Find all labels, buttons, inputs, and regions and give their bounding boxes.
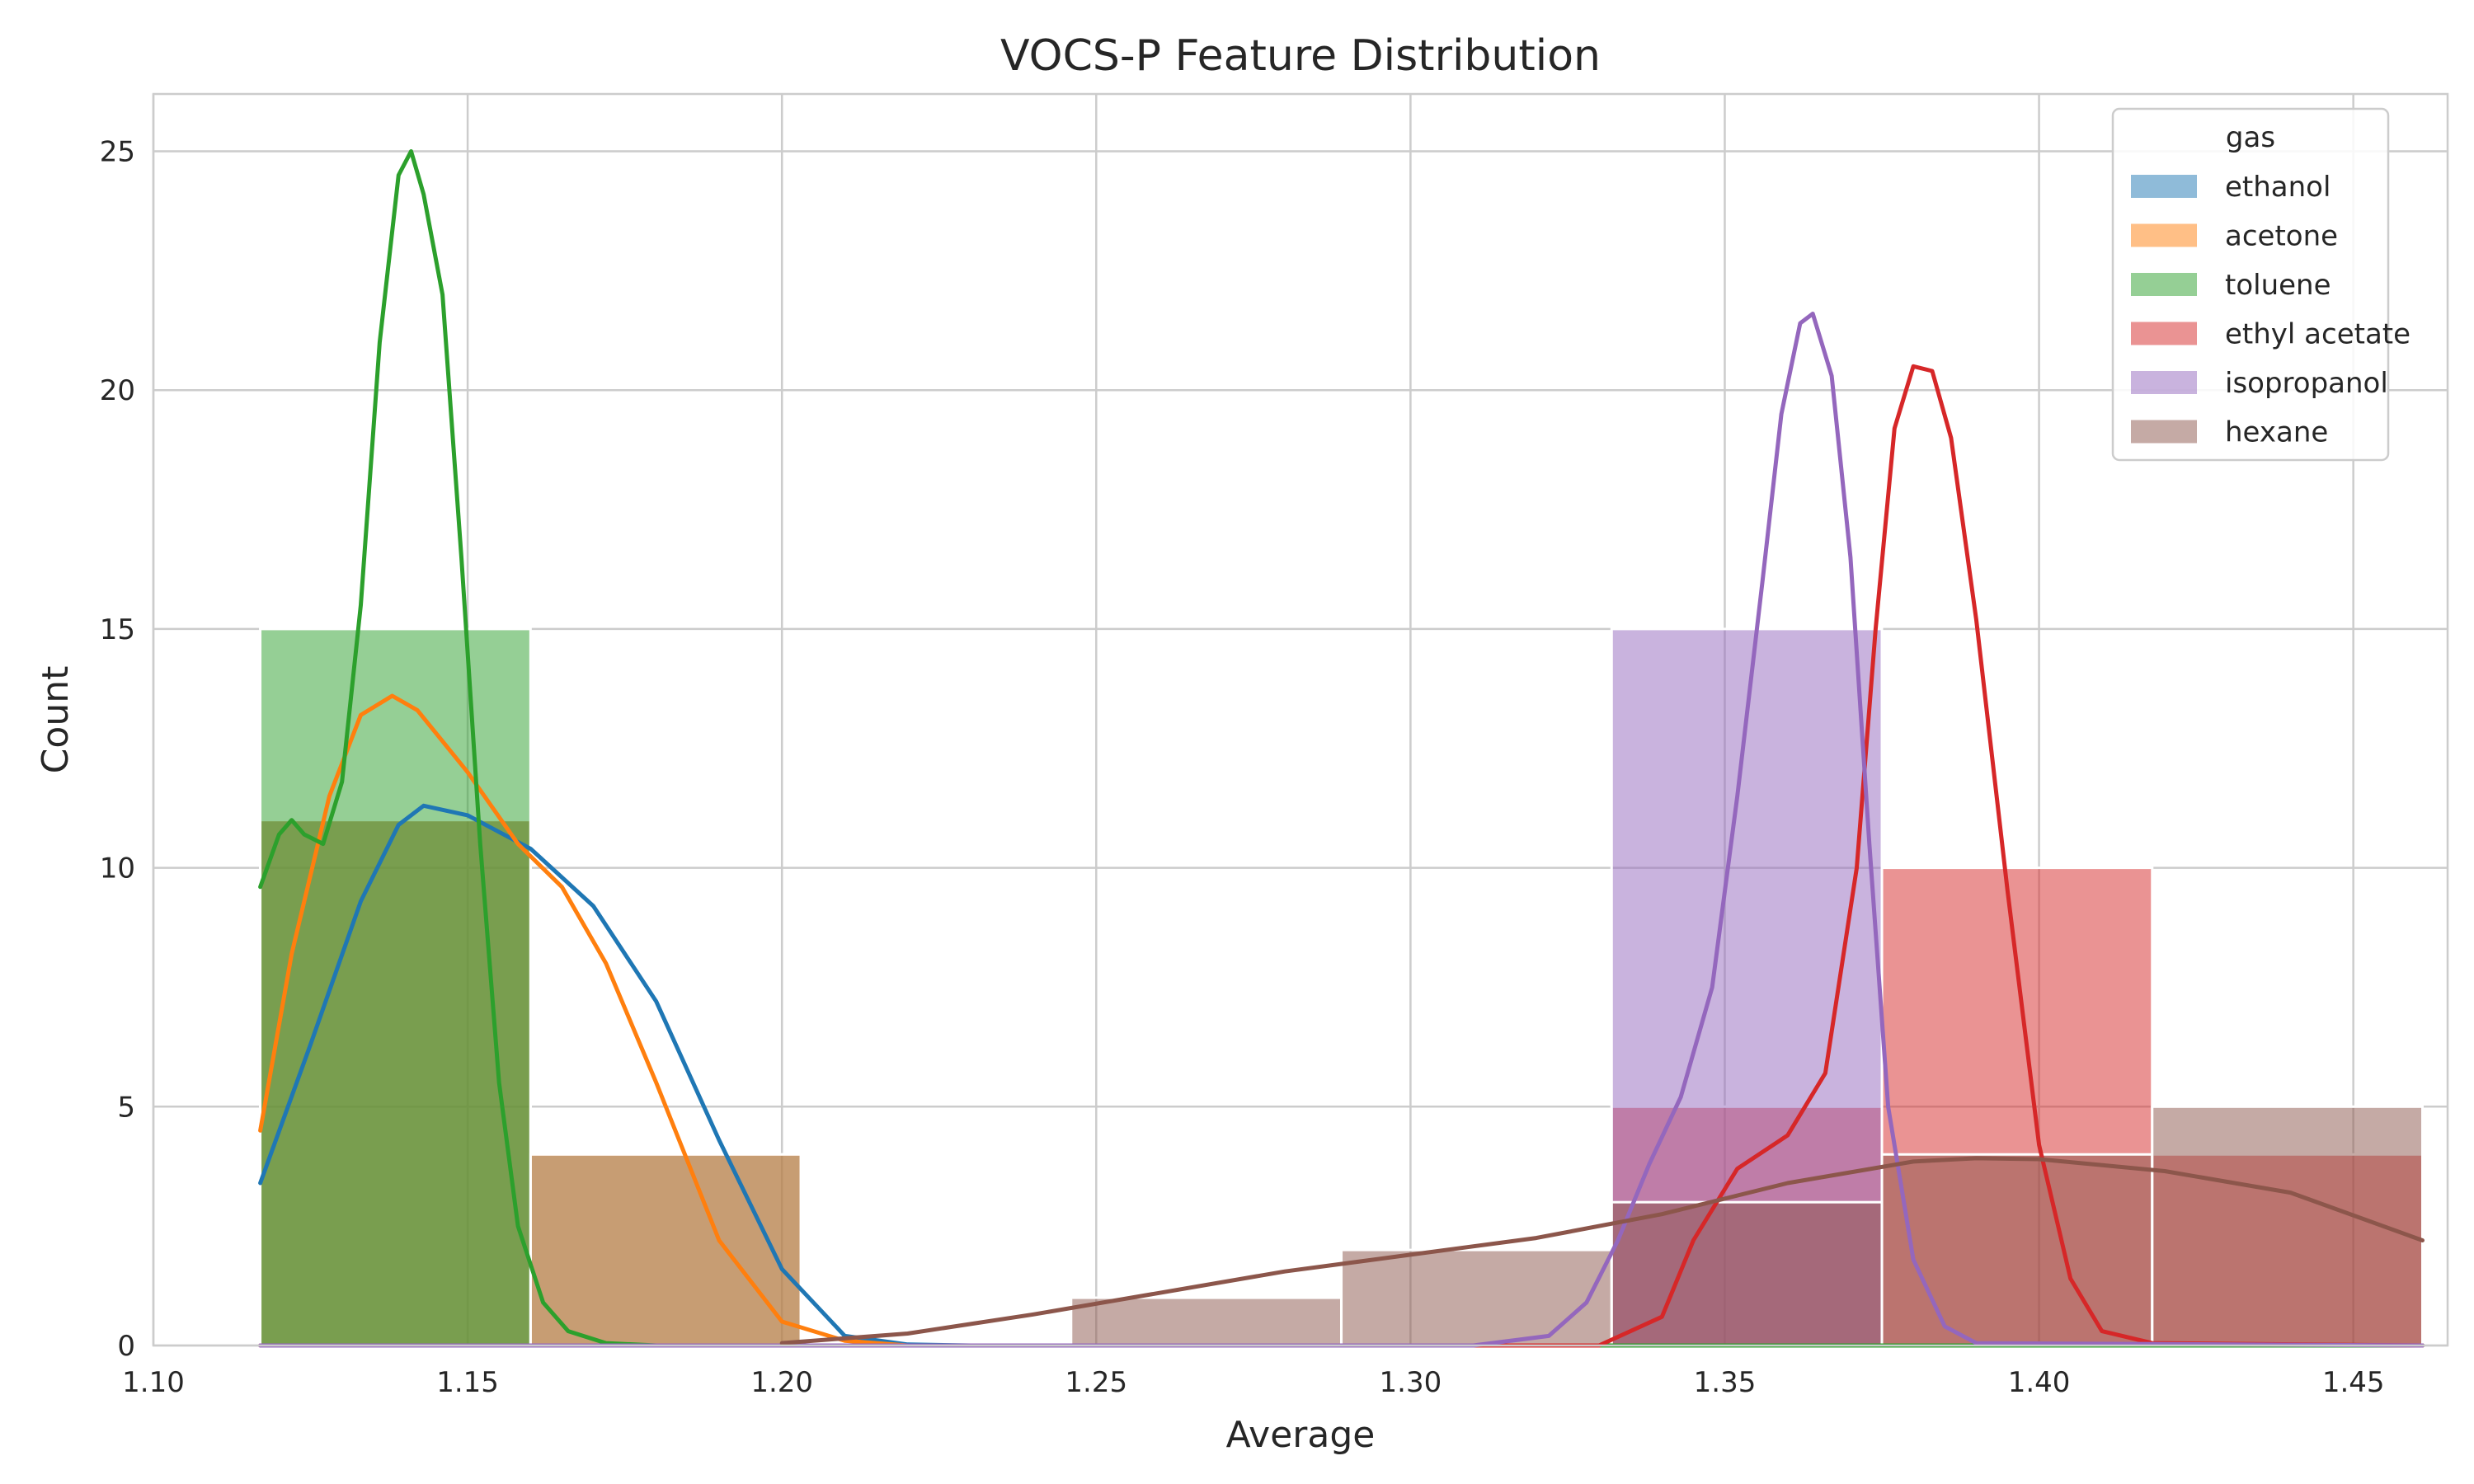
y-tick-label: 10: [100, 852, 135, 885]
legend-label: acetone: [2225, 220, 2338, 253]
x-tick-label: 1.10: [122, 1366, 185, 1399]
legend-swatch: [2131, 322, 2197, 345]
legend-label: toluene: [2225, 269, 2331, 302]
y-tick-label: 25: [100, 136, 135, 169]
kde-curves: [258, 149, 2425, 1348]
legend: gas ethanol acetone toluene ethyl acetate iso…: [2111, 107, 2411, 462]
kde-curve: [258, 312, 2425, 1348]
y-tick-label: 5: [117, 1091, 135, 1124]
kde-curve: [258, 364, 2425, 1348]
x-tick-label: 1.35: [1694, 1366, 1757, 1399]
histogram-bar: [1340, 1248, 1613, 1347]
legend-swatch: [2131, 175, 2197, 198]
histogram-bar: [1070, 1296, 1343, 1347]
histogram-bar: [1880, 1153, 2154, 1347]
legend-swatch: [2131, 273, 2197, 296]
legend-label: ethyl acetate: [2225, 318, 2411, 351]
legend-label: isopropanol: [2225, 367, 2388, 400]
legend-title: gas: [2226, 121, 2275, 154]
x-tick-label: 1.45: [2322, 1366, 2385, 1399]
x-tick-label: 1.30: [1380, 1366, 1442, 1399]
legend-label: hexane: [2225, 416, 2328, 449]
legend-swatch: [2131, 223, 2197, 247]
x-tick-label: 1.25: [1065, 1366, 1127, 1399]
y-tick-label: 15: [100, 613, 135, 646]
histogram-bar: [2151, 1105, 2425, 1347]
kde-curve: [779, 1156, 2425, 1345]
kde-curve: [258, 803, 2425, 1348]
histogram-bar: [1610, 1200, 1884, 1347]
plot-frame: [152, 92, 2449, 1347]
legend-label: ethanol: [2225, 171, 2331, 204]
kde-curve: [258, 149, 2425, 1348]
legend-swatch: [2131, 371, 2197, 394]
x-tick-label: 1.40: [2008, 1366, 2071, 1399]
histogram-bar: [529, 1153, 802, 1347]
x-tick-label: 1.20: [750, 1366, 813, 1399]
x-axis-title: Average: [1226, 1414, 1376, 1456]
x-tick-label: 1.15: [436, 1366, 499, 1399]
plot-border: [152, 92, 2449, 1347]
y-tick-label: 0: [117, 1330, 135, 1363]
axis-ticks: 1.10 1.15 1.20 1.25 1.30 1.35 1.40 1.45 0 5 10 15 20…: [100, 136, 2385, 1399]
histogram-bar: [259, 627, 532, 1347]
y-axis-title: Count: [35, 666, 77, 774]
chart-title: VOCS-P Feature Distribution: [1000, 31, 1601, 81]
legend-swatch: [2131, 420, 2197, 444]
y-tick-label: 20: [100, 374, 135, 407]
